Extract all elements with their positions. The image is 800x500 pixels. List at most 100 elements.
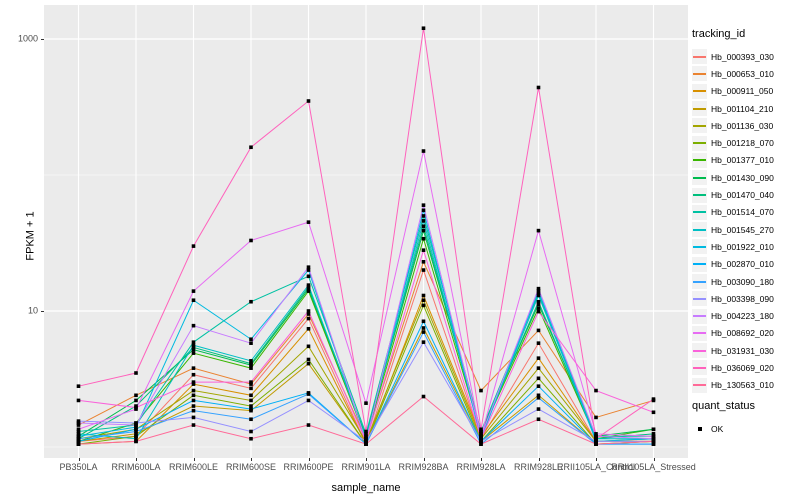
data-point	[421, 219, 426, 223]
data-point	[479, 436, 483, 441]
data-point	[651, 410, 656, 415]
legend-item-Hb_003090_180: Hb_003090_180	[692, 273, 798, 290]
legend-key-line	[693, 315, 706, 318]
legend-item-label: Hb_000653_010	[711, 68, 774, 79]
data-point	[249, 436, 253, 441]
data-point	[191, 393, 196, 398]
legend-key-swatch	[692, 170, 707, 186]
legend-key-line	[693, 90, 706, 93]
data-point	[76, 427, 81, 432]
y-axis-title: FPKM + 1	[24, 211, 37, 261]
data-point	[191, 408, 196, 413]
x-tick-label-RRIM600LA: RRIM600LA	[111, 462, 161, 472]
legend-key-swatch	[692, 360, 707, 376]
data-point	[364, 442, 368, 446]
data-point	[306, 423, 311, 427]
data-point	[536, 302, 541, 307]
legend-item-label: Hb_002870_010	[711, 259, 774, 270]
data-point	[594, 388, 598, 393]
legend-key-line	[693, 211, 706, 214]
data-point	[479, 432, 483, 436]
data-point	[421, 268, 426, 272]
data-point	[249, 382, 253, 386]
legend-item-label: Hb_001430_090	[711, 172, 774, 183]
data-point	[536, 393, 541, 398]
data-point	[191, 323, 196, 328]
data-point	[191, 415, 196, 420]
data-point	[306, 274, 311, 279]
legend-key-swatch	[692, 152, 707, 168]
data-point	[191, 244, 196, 248]
data-point	[421, 394, 426, 399]
data-point	[249, 393, 253, 398]
x-tick-label-RRIM928BA: RRIM928BA	[398, 462, 449, 472]
data-point	[249, 429, 253, 434]
data-point	[306, 316, 311, 321]
x-tick-label-RRIM600PE: RRIM600PE	[283, 462, 334, 472]
data-point	[651, 442, 656, 446]
legend-key-swatch	[692, 377, 707, 393]
x-tick-mark	[251, 458, 252, 461]
data-point	[536, 417, 541, 422]
data-point	[594, 442, 598, 446]
legend-key-swatch	[692, 274, 707, 289]
legend-tracking-id: tracking_id Hb_000393_030 Hb_000653_010 Hb…	[692, 28, 798, 394]
legend-key-swatch	[692, 101, 707, 117]
x-tick-label-RRIM901LA: RRIM901LA	[341, 462, 391, 472]
legend-title: tracking_id	[692, 28, 746, 40]
legend-item-label: Hb_001104_210	[711, 103, 774, 114]
data-point	[536, 328, 541, 333]
legend-item-label: Hb_036069_020	[711, 362, 774, 373]
data-point	[191, 398, 196, 403]
legend-item-Hb_002870_010: Hb_002870_010	[692, 256, 798, 273]
y-tick-label: 1000	[17, 33, 38, 44]
data-point	[76, 436, 81, 441]
legend-item-Hb_001430_090: Hb_001430_090	[692, 169, 798, 186]
x-tick-mark	[308, 458, 310, 461]
data-point	[651, 432, 656, 436]
data-point	[76, 442, 81, 446]
data-point	[421, 203, 426, 207]
legend-key-swatch	[692, 325, 707, 341]
x-tick-mark	[193, 458, 195, 461]
data-point	[134, 436, 138, 441]
data-point	[191, 345, 196, 350]
legend-key-line	[693, 280, 706, 283]
legend-key-swatch	[692, 83, 707, 99]
x-axis-title: sample_name	[331, 482, 401, 494]
data-point	[76, 423, 81, 427]
data-point	[191, 343, 196, 348]
data-point	[421, 26, 426, 31]
x-tick-label-RRIM928LA: RRIM928LA	[456, 462, 506, 472]
data-point	[76, 429, 81, 434]
data-point	[306, 287, 311, 291]
data-point	[191, 351, 196, 355]
legend-quant-title: quant_status	[692, 400, 755, 412]
data-point	[364, 436, 368, 441]
data-point	[306, 220, 311, 224]
legend-item-Hb_000653_010: Hb_000653_010	[692, 65, 798, 82]
data-point	[191, 404, 196, 408]
data-point	[306, 326, 311, 331]
data-point	[134, 393, 138, 398]
data-point	[191, 366, 196, 370]
legend-item-label: Hb_001514_070	[711, 207, 774, 218]
legend-key-line	[693, 142, 706, 145]
data-point	[536, 306, 541, 310]
legend-item-label: Hb_001377_010	[711, 155, 774, 166]
data-point	[249, 407, 253, 411]
legend-key-line	[693, 72, 706, 75]
x-tick-label-PB350LA: PB350LA	[59, 462, 98, 472]
y-tick-label: 10	[27, 305, 38, 316]
data-point	[306, 357, 311, 362]
legend-item-Hb_001545_270: Hb_001545_270	[692, 221, 798, 238]
data-point	[536, 288, 541, 293]
legend-item-label: Hb_004223_180	[711, 311, 774, 322]
data-point	[306, 283, 311, 287]
chart-panel	[44, 5, 688, 458]
legend-item-label: Hb_130563_010	[711, 380, 774, 391]
data-point	[536, 376, 541, 381]
data-point	[364, 439, 368, 444]
legend-key-swatch	[692, 343, 707, 359]
